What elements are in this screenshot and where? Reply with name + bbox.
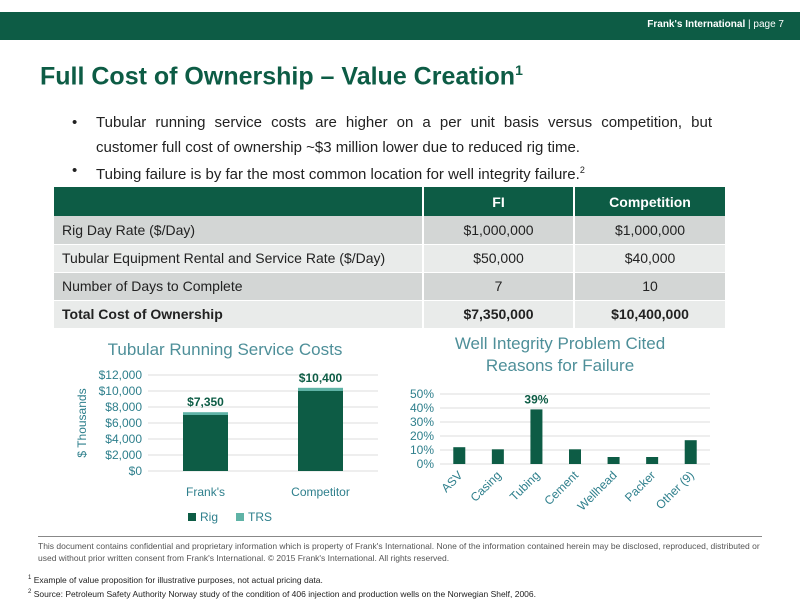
chart-title-well-integrity: Well Integrity Problem Cited Reasons for… [454,334,666,375]
x-category-label: Frank's [186,485,225,499]
y-tick-label: $0 [129,464,143,478]
legend-label: TRS [248,510,272,524]
footnote-item: 1 Example of value proposition for illus… [28,572,536,586]
y-tick-label: 0% [417,457,435,471]
page-title-text: Full Cost of Ownership – Value Creation [40,62,516,91]
x-category-label: Tubing [507,468,543,504]
table-cell-fi: $50,000 [422,244,574,273]
table-row: Tubular Equipment Rental and Service Rat… [54,244,725,273]
y-axis-label: $ Thousands [75,388,89,457]
table-cell-competition: $10,400,000 [573,300,725,329]
chart-title-tubular-costs: Tubular Running Service Costs [107,340,343,359]
y-tick-label: 20% [410,429,434,443]
table-header-blank [54,187,423,216]
bar-rig [298,391,343,471]
table-cell-fi: $1,000,000 [422,216,574,245]
table-row: Number of Days to Complete 7 10 [54,272,725,301]
bar [607,457,620,464]
x-category-label: Casing [468,468,504,504]
table-cell-competition: $1,000,000 [573,216,725,245]
table-cell-label: Rig Day Rate ($/Day) [54,216,423,245]
table-header-row: FI Competition [54,187,725,216]
legend-swatch [188,513,196,521]
page-title: Full Cost of Ownership – Value Creation1 [40,62,523,91]
y-tick-label: 40% [410,401,434,415]
table-cell-competition: $40,000 [573,244,725,273]
bullet-dot: • [72,162,78,179]
bar-rig [183,415,228,471]
bullet-text: Tubing failure is by far the most common… [96,166,580,183]
footnote-text: Example of value proposition for illustr… [33,574,323,585]
bar [646,457,659,464]
bullet-item: • Tubular running service costs are high… [72,112,712,158]
table-cell-label: Tubular Equipment Rental and Service Rat… [54,244,423,273]
y-tick-label: $4,000 [105,432,142,446]
bullet-item: • Tubing failure is by far the most comm… [72,160,712,185]
data-label: $10,400 [299,371,343,385]
y-tick-label: 30% [410,415,434,429]
bar [684,440,697,464]
table-cell-label: Number of Days to Complete [54,272,423,301]
table-cell-fi: $7,350,000 [422,300,574,329]
bullet-text: Tubular running service costs are higher… [96,114,712,156]
table-cell-competition: 10 [573,272,725,301]
legend-label: Rig [200,510,218,524]
x-category-label: Competitor [291,485,350,499]
header-bar: Frank's International | page 7 [0,12,800,40]
cost-comparison-table: FI Competition Rig Day Rate ($/Day) $1,0… [54,187,725,329]
y-tick-label: $10,000 [99,384,143,398]
y-tick-label: $6,000 [105,416,142,430]
x-category-label: ASV [439,468,466,495]
bar [569,449,581,464]
y-tick-label: $12,000 [99,368,143,382]
table-cell-fi: 7 [422,272,574,301]
header-page-label: page 7 [753,19,784,30]
header-company: Frank's International [647,19,746,30]
bullet-footnote-ref: 2 [579,165,585,175]
table-row-total: Total Cost of Ownership $7,350,000 $10,4… [54,300,725,329]
footer-disclaimer: This document contains confidential and … [38,541,760,563]
table-row: Rig Day Rate ($/Day) $1,000,000 $1,000,0… [54,216,725,245]
table-header-fi: FI [422,187,574,216]
bullet-dot: • [72,114,78,131]
bullet-list: • Tubular running service costs are high… [72,112,712,187]
legend-swatch [236,513,244,521]
footnote-number: 2 [28,588,32,595]
table-header-competition: Competition [573,187,725,216]
bar-trs [183,412,228,415]
bar [491,449,504,464]
bar-trs [298,387,343,391]
x-category-label: Other (9) [653,468,697,512]
y-tick-label: $2,000 [105,448,142,462]
footnote-number: 1 [28,575,32,581]
bar [453,447,466,464]
bar [530,409,543,464]
y-tick-label: $8,000 [105,400,142,414]
table-cell-label: Total Cost of Ownership [54,300,423,329]
footnotes: 1 Example of value proposition for illus… [28,572,536,600]
data-label: $7,350 [187,395,224,409]
page-title-footnote-ref: 1 [515,62,523,78]
footnote-item: 2 Source: Petroleum Safety Authority Nor… [28,586,536,600]
x-category-label: Packer [622,468,658,504]
footer-divider [38,536,762,537]
data-label: 39% [524,392,548,406]
y-tick-label: 10% [410,443,434,457]
y-tick-label: 50% [410,387,434,401]
x-category-label: Wellhead [575,468,620,513]
header-text: Frank's International | page 7 [647,19,784,30]
footnote-text: Source: Petroleum Safety Authority Norwa… [33,588,536,599]
header-separator: | [748,19,754,30]
